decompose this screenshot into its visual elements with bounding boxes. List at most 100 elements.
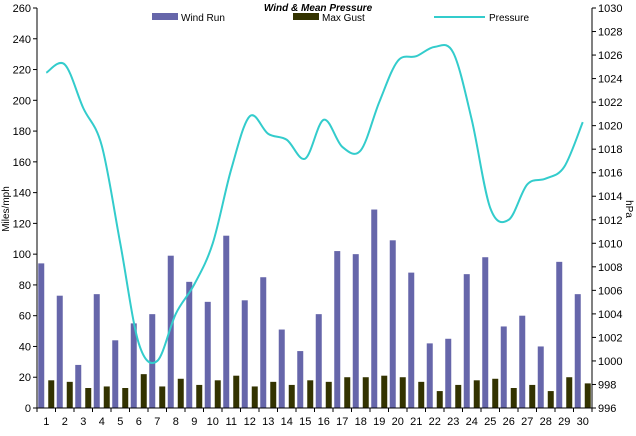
y2-tick-label: 1002 xyxy=(598,332,622,344)
y-tick-label: 160 xyxy=(13,157,31,169)
x-tick-label: 25 xyxy=(484,416,496,428)
bar-wind-run xyxy=(500,326,507,408)
x-tick-label: 16 xyxy=(318,416,330,428)
bar-wind-run xyxy=(519,315,526,408)
bar-max-gust xyxy=(344,377,351,408)
bar-wind-run xyxy=(463,274,470,408)
x-tick-label: 12 xyxy=(244,416,256,428)
y2-tick-label: 1010 xyxy=(598,238,622,250)
x-tick-label: 7 xyxy=(154,416,160,428)
bar-wind-run xyxy=(130,323,137,408)
y-tick-label: 0 xyxy=(25,403,31,415)
y-tick-label: 140 xyxy=(13,188,31,200)
bar-max-gust xyxy=(325,381,332,408)
y-tick-label: 180 xyxy=(13,126,31,138)
bar-max-gust xyxy=(251,386,258,408)
bar-max-gust xyxy=(381,375,388,408)
legend-swatch-max-gust xyxy=(293,13,319,20)
y2-axis-label: hPa xyxy=(623,200,634,218)
legend-swatch-wind-run xyxy=(152,13,178,20)
x-tick-label: 28 xyxy=(540,416,552,428)
bar-wind-run xyxy=(186,281,193,408)
x-tick-label: 22 xyxy=(429,416,441,428)
bar-wind-run xyxy=(315,314,322,408)
y-tick-label: 40 xyxy=(19,341,31,353)
x-tick-label: 2 xyxy=(62,416,68,428)
y2-tick-label: 1014 xyxy=(598,191,622,203)
bar-wind-run xyxy=(167,255,174,408)
bar-max-gust xyxy=(510,388,517,408)
bar-wind-run xyxy=(556,261,563,408)
bar-max-gust xyxy=(492,378,499,408)
bar-max-gust xyxy=(196,384,203,408)
y-tick-label: 20 xyxy=(19,372,31,384)
x-tick-label: 3 xyxy=(80,416,86,428)
x-tick-label: 26 xyxy=(503,416,515,428)
x-tick-label: 4 xyxy=(99,416,105,428)
x-tick-label: 27 xyxy=(521,416,533,428)
y2-tick-label: 1028 xyxy=(598,27,622,39)
y-tick-label: 120 xyxy=(13,218,31,230)
bar-wind-run xyxy=(574,294,581,408)
y-tick-label: 100 xyxy=(13,249,31,261)
chart-title: Wind & Mean Pressure xyxy=(264,3,373,14)
y2-tick-label: 1018 xyxy=(598,144,622,156)
y-tick-label: 260 xyxy=(13,3,31,15)
legend-label-pressure: Pressure xyxy=(489,13,529,24)
bar-wind-run xyxy=(56,295,63,408)
y2-tick-label: 1008 xyxy=(598,262,622,274)
x-tick-label: 6 xyxy=(136,416,142,428)
bar-max-gust xyxy=(307,380,314,408)
bar-wind-run xyxy=(334,251,341,408)
bar-wind-run xyxy=(445,338,452,408)
x-tick-label: 23 xyxy=(447,416,459,428)
bar-wind-run xyxy=(112,340,119,408)
bar-max-gust xyxy=(399,377,406,408)
bar-max-gust xyxy=(455,384,462,408)
bar-wind-run xyxy=(297,351,304,408)
y2-tick-label: 1004 xyxy=(598,309,622,321)
x-tick-label: 15 xyxy=(299,416,311,428)
y2-tick-label: 998 xyxy=(598,379,616,391)
pressure-line xyxy=(45,43,584,364)
bar-wind-run xyxy=(408,272,415,408)
bar-wind-run xyxy=(75,364,82,408)
bar-wind-run xyxy=(278,329,285,408)
bar-max-gust xyxy=(547,391,554,408)
bar-max-gust xyxy=(529,384,536,408)
bar-wind-run xyxy=(241,300,248,408)
bar-max-gust xyxy=(270,381,277,408)
bar-wind-run xyxy=(38,263,45,408)
y-tick-label: 220 xyxy=(13,65,31,77)
bar-max-gust xyxy=(584,383,591,408)
bar-max-gust xyxy=(362,377,369,408)
y2-tick-label: 1016 xyxy=(598,168,622,180)
x-tick-label: 1 xyxy=(43,416,49,428)
x-tick-label: 24 xyxy=(466,416,478,428)
bar-wind-run xyxy=(371,209,378,408)
bar-max-gust xyxy=(122,388,129,408)
bar-wind-run xyxy=(223,235,230,408)
x-tick-label: 19 xyxy=(373,416,385,428)
legend-label-max-gust: Max Gust xyxy=(322,13,365,24)
x-tick-label: 29 xyxy=(558,416,570,428)
y2-tick-label: 1006 xyxy=(598,285,622,297)
bar-max-gust xyxy=(177,378,184,408)
y-tick-label: 240 xyxy=(13,34,31,46)
x-tick-label: 30 xyxy=(577,416,589,428)
bar-max-gust xyxy=(288,384,295,408)
bar-max-gust xyxy=(566,377,573,408)
x-tick-label: 11 xyxy=(226,416,237,428)
bar-wind-run xyxy=(352,254,359,408)
bars-layer xyxy=(38,209,591,408)
bar-max-gust xyxy=(85,388,92,408)
bar-max-gust xyxy=(48,380,55,408)
x-tick-label: 5 xyxy=(117,416,123,428)
bar-max-gust xyxy=(473,380,480,408)
bar-max-gust xyxy=(103,386,110,408)
y-tick-label: 200 xyxy=(13,95,31,107)
y2-tick-label: 1024 xyxy=(598,74,622,86)
bar-max-gust xyxy=(159,386,166,408)
y2-tick-label: 1022 xyxy=(598,97,622,109)
